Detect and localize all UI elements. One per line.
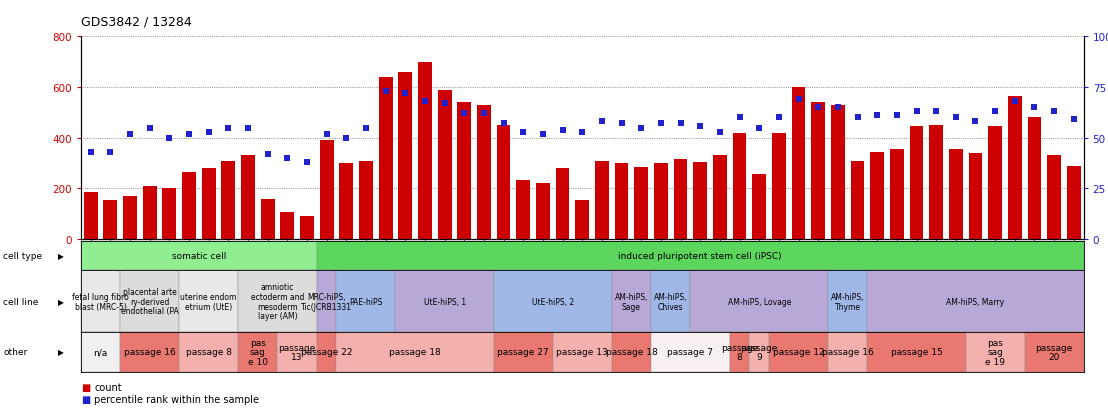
Bar <box>930 126 943 240</box>
Bar <box>478 105 491 240</box>
Text: ▶: ▶ <box>58 297 63 306</box>
Bar <box>968 154 983 240</box>
Bar <box>359 161 373 240</box>
Text: PAE-hiPS: PAE-hiPS <box>349 297 382 306</box>
Text: uterine endom
etrium (UtE): uterine endom etrium (UtE) <box>181 292 237 311</box>
Text: GDS3842 / 13284: GDS3842 / 13284 <box>81 16 192 29</box>
Text: AM-hiPS,
Sage: AM-hiPS, Sage <box>615 292 648 311</box>
Bar <box>418 62 432 240</box>
Bar <box>714 156 727 240</box>
Text: AM-hiPS, Lovage: AM-hiPS, Lovage <box>728 297 791 306</box>
Bar <box>1047 156 1061 240</box>
Bar <box>674 160 687 240</box>
Bar <box>379 78 392 240</box>
Bar <box>910 127 923 240</box>
Text: ■: ■ <box>81 394 90 404</box>
Text: placental arte
ry-derived
endothelial (PA: placental arte ry-derived endothelial (P… <box>121 287 178 316</box>
Bar <box>222 161 235 240</box>
Bar <box>988 127 1002 240</box>
Text: passage 12: passage 12 <box>772 348 824 356</box>
Bar <box>163 189 176 240</box>
Bar <box>890 150 904 240</box>
Bar <box>575 200 589 240</box>
Bar <box>851 161 864 240</box>
Text: passage 8: passage 8 <box>186 348 232 356</box>
Text: cell type: cell type <box>3 252 42 261</box>
Text: other: other <box>3 348 28 356</box>
Text: passage 18: passage 18 <box>606 348 657 356</box>
Text: cell line: cell line <box>3 297 39 306</box>
Bar <box>242 156 255 240</box>
Bar <box>635 167 648 240</box>
Text: ▶: ▶ <box>58 348 63 356</box>
Bar <box>202 169 216 240</box>
Bar <box>615 164 628 240</box>
Text: amniotic
ectoderm and
mesoderm
layer (AM): amniotic ectoderm and mesoderm layer (AM… <box>250 282 305 320</box>
Bar <box>182 173 196 240</box>
Bar <box>458 103 471 240</box>
Text: passage
9: passage 9 <box>740 343 778 361</box>
Bar <box>1008 97 1022 240</box>
Bar <box>320 141 334 240</box>
Text: UtE-hiPS, 2: UtE-hiPS, 2 <box>532 297 574 306</box>
Bar <box>84 193 98 240</box>
Bar <box>1067 166 1080 240</box>
Bar <box>339 164 353 240</box>
Text: somatic cell: somatic cell <box>172 252 226 261</box>
Text: percentile rank within the sample: percentile rank within the sample <box>94 394 259 404</box>
Text: AM-hiPS,
Chives: AM-hiPS, Chives <box>654 292 687 311</box>
Bar <box>516 180 530 240</box>
Text: AM-hiPS, Marry: AM-hiPS, Marry <box>946 297 1005 306</box>
Bar <box>399 73 412 240</box>
Bar <box>654 164 668 240</box>
Bar <box>1027 118 1042 240</box>
Bar <box>948 150 963 240</box>
Text: passage 7: passage 7 <box>667 348 714 356</box>
Text: AM-hiPS,
Thyme: AM-hiPS, Thyme <box>831 292 864 311</box>
Text: passage
20: passage 20 <box>1036 343 1073 361</box>
Text: passage 13: passage 13 <box>556 348 608 356</box>
Bar <box>772 133 786 240</box>
Bar <box>870 152 884 240</box>
Text: passage 27: passage 27 <box>497 348 550 356</box>
Text: ■: ■ <box>81 382 90 392</box>
Bar <box>556 169 570 240</box>
Text: pas
sag
e 10: pas sag e 10 <box>248 338 268 366</box>
Bar <box>536 184 550 240</box>
Bar <box>791 88 806 240</box>
Text: passage 18: passage 18 <box>389 348 441 356</box>
Bar <box>752 175 766 240</box>
Bar <box>260 199 275 240</box>
Text: count: count <box>94 382 122 392</box>
Text: ▶: ▶ <box>58 252 63 261</box>
Text: n/a: n/a <box>93 348 107 356</box>
Bar <box>123 197 137 240</box>
Text: pas
sag
e 19: pas sag e 19 <box>985 338 1005 366</box>
Text: passage 16: passage 16 <box>822 348 873 356</box>
Text: passage 15: passage 15 <box>891 348 943 356</box>
Text: passage 22: passage 22 <box>301 348 352 356</box>
Bar <box>280 213 295 240</box>
Bar <box>811 103 825 240</box>
Bar <box>143 186 156 240</box>
Bar <box>103 200 117 240</box>
Bar <box>300 217 314 240</box>
Bar <box>694 162 707 240</box>
Bar <box>496 126 511 240</box>
Text: induced pluripotent stem cell (iPSC): induced pluripotent stem cell (iPSC) <box>618 252 782 261</box>
Text: fetal lung fibro
blast (MRC-5): fetal lung fibro blast (MRC-5) <box>72 292 129 311</box>
Text: UtE-hiPS, 1: UtE-hiPS, 1 <box>423 297 465 306</box>
Text: MRC-hiPS,
Tic(JCRB1331: MRC-hiPS, Tic(JCRB1331 <box>301 292 352 311</box>
Bar <box>438 90 451 240</box>
Bar <box>732 133 747 240</box>
Bar <box>831 105 844 240</box>
Text: passage
8: passage 8 <box>721 343 758 361</box>
Bar <box>595 161 608 240</box>
Text: passage
13: passage 13 <box>278 343 316 361</box>
Text: passage 16: passage 16 <box>124 348 175 356</box>
